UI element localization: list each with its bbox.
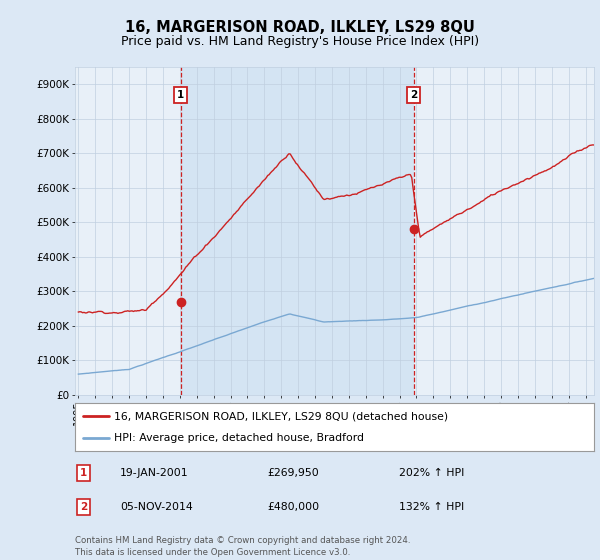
Text: 05-NOV-2014: 05-NOV-2014 <box>120 502 193 512</box>
Text: £269,950: £269,950 <box>267 468 319 478</box>
Text: 16, MARGERISON ROAD, ILKLEY, LS29 8QU: 16, MARGERISON ROAD, ILKLEY, LS29 8QU <box>125 20 475 35</box>
Text: 2: 2 <box>80 502 87 512</box>
Text: 132% ↑ HPI: 132% ↑ HPI <box>399 502 464 512</box>
Text: Contains HM Land Registry data © Crown copyright and database right 2024.
This d: Contains HM Land Registry data © Crown c… <box>75 536 410 557</box>
Text: HPI: Average price, detached house, Bradford: HPI: Average price, detached house, Brad… <box>114 433 364 443</box>
Text: 2: 2 <box>410 90 418 100</box>
Text: £480,000: £480,000 <box>267 502 319 512</box>
Bar <box>181 67 414 395</box>
Text: 16, MARGERISON ROAD, ILKLEY, LS29 8QU (detached house): 16, MARGERISON ROAD, ILKLEY, LS29 8QU (d… <box>114 411 448 421</box>
Text: Price paid vs. HM Land Registry's House Price Index (HPI): Price paid vs. HM Land Registry's House … <box>121 35 479 48</box>
Text: 1: 1 <box>80 468 87 478</box>
Text: 19-JAN-2001: 19-JAN-2001 <box>120 468 188 478</box>
Text: 1: 1 <box>177 90 184 100</box>
Text: 202% ↑ HPI: 202% ↑ HPI <box>399 468 464 478</box>
